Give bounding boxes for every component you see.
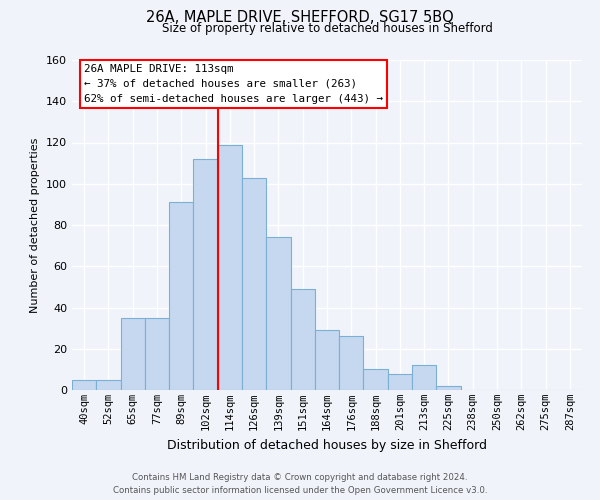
Y-axis label: Number of detached properties: Number of detached properties — [31, 138, 40, 312]
Bar — [242, 178, 266, 390]
Bar — [315, 330, 339, 390]
Bar — [364, 370, 388, 390]
Title: Size of property relative to detached houses in Shefford: Size of property relative to detached ho… — [161, 22, 493, 35]
Bar — [412, 365, 436, 390]
Bar — [121, 318, 145, 390]
Text: 26A MAPLE DRIVE: 113sqm
← 37% of detached houses are smaller (263)
62% of semi-d: 26A MAPLE DRIVE: 113sqm ← 37% of detache… — [84, 64, 383, 104]
Bar — [193, 159, 218, 390]
Bar — [290, 289, 315, 390]
X-axis label: Distribution of detached houses by size in Shefford: Distribution of detached houses by size … — [167, 438, 487, 452]
Bar — [339, 336, 364, 390]
Bar — [266, 238, 290, 390]
Text: 26A, MAPLE DRIVE, SHEFFORD, SG17 5BQ: 26A, MAPLE DRIVE, SHEFFORD, SG17 5BQ — [146, 10, 454, 25]
Bar — [72, 380, 96, 390]
Bar — [218, 144, 242, 390]
Bar — [436, 386, 461, 390]
Bar — [96, 380, 121, 390]
Text: Contains HM Land Registry data © Crown copyright and database right 2024.
Contai: Contains HM Land Registry data © Crown c… — [113, 474, 487, 495]
Bar — [388, 374, 412, 390]
Bar — [145, 318, 169, 390]
Bar — [169, 202, 193, 390]
